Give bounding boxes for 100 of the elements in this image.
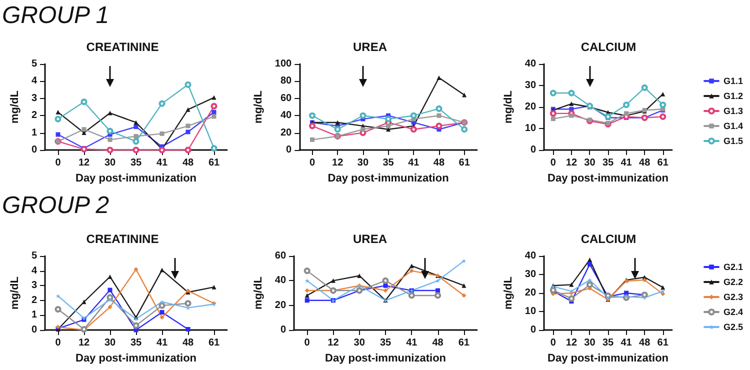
y-axis-title: mg/dL [9, 276, 22, 310]
y-tick-label: 2 [31, 294, 38, 306]
x-axis-title: Day post-immunization [325, 352, 446, 364]
x-tick-label: 12 [566, 158, 578, 168]
legend-label: G2.3 [723, 292, 744, 302]
x-axis-title: Day post-immunization [548, 172, 669, 184]
y-axis-title: mg/dL [252, 90, 264, 124]
x-tick-label: 61 [458, 158, 470, 168]
y-tick-label: 2 [31, 110, 38, 122]
y-tick-label: 30 [524, 269, 536, 280]
x-tick-label: 30 [354, 338, 366, 348]
legend-label: G1.5 [723, 136, 744, 146]
y-tick-label: 40 [524, 58, 536, 70]
chart-title: CREATININE [86, 40, 159, 54]
legend-label: G2.4 [723, 307, 744, 317]
x-tick-label: 61 [208, 158, 220, 168]
x-tick-label: 61 [657, 158, 669, 168]
y-tick-label: 1 [31, 310, 38, 321]
y-tick-label: 1 [31, 127, 38, 138]
x-tick-label: 41 [156, 158, 168, 168]
x-tick-label: 12 [328, 338, 340, 348]
y-axis-title: mg/dL [502, 90, 514, 124]
y-tick-label: 40 [274, 275, 286, 286]
y-tick-label: 20 [524, 102, 536, 112]
y-tick-label: 0 [530, 324, 536, 336]
chart-title: CALCIUM [580, 232, 636, 246]
x-tick-label: 41 [406, 338, 418, 348]
chart-title: CALCIUM [580, 40, 636, 54]
text: GROUP 2 [2, 192, 110, 220]
y-axis-title: mg/dL [252, 276, 264, 310]
x-tick-label: 48 [639, 338, 651, 348]
legend-label: G2.1 [723, 262, 744, 272]
x-tick-label: 12 [566, 338, 578, 348]
x-tick-label: 30 [357, 158, 369, 168]
y-tick-label: 0 [286, 144, 292, 156]
x-tick-label: 48 [639, 158, 651, 168]
y-tick-label: 20 [280, 127, 292, 138]
y-tick-label: 0 [31, 324, 38, 336]
x-tick-label: 35 [382, 158, 394, 168]
y-tick-label: 60 [280, 92, 292, 104]
x-tick-label: 30 [104, 338, 116, 348]
x-tick-label: 41 [408, 158, 420, 168]
x-tick-label: 48 [432, 338, 444, 348]
y-tick-label: 40 [280, 110, 292, 122]
text: GROUP 1 [2, 2, 110, 30]
x-tick-label: 48 [433, 158, 445, 168]
x-tick-label: 35 [130, 338, 142, 348]
legend-label: G1.4 [723, 121, 744, 131]
x-tick-label: 41 [620, 338, 632, 348]
chart-title: UREA [352, 232, 388, 246]
x-tick-label: 12 [332, 158, 344, 168]
y-tick-label: 3 [31, 280, 38, 292]
x-tick-label: 30 [584, 158, 596, 168]
x-tick-label: 61 [208, 338, 220, 348]
chart-title: CREATININE [86, 232, 159, 246]
x-tick-label: 12 [78, 158, 90, 168]
y-tick-label: 5 [31, 250, 38, 262]
x-tick-label: 48 [182, 338, 194, 348]
y-tick-label: 40 [524, 250, 536, 262]
legend-label: G1.3 [723, 106, 744, 116]
y-tick-label: 5 [31, 58, 38, 70]
x-tick-label: 61 [458, 338, 470, 348]
legend-label: G1.1 [723, 76, 744, 86]
x-tick-label: 48 [182, 158, 194, 168]
x-axis-title: Day post-immunization [75, 172, 197, 184]
y-axis-title: mg/dL [9, 90, 22, 124]
x-tick-label: 0 [550, 338, 556, 348]
legend-label: G2.2 [723, 277, 744, 287]
chart-title: UREA [352, 40, 388, 54]
legend-label: G1.2 [723, 91, 744, 101]
y-tick-label: 20 [274, 300, 286, 311]
y-tick-label: 4 [31, 76, 38, 87]
x-tick-label: 35 [602, 338, 614, 348]
x-tick-label: 41 [156, 338, 168, 348]
y-tick-label: 100 [274, 58, 292, 70]
legend-label: G2.5 [723, 322, 744, 332]
x-axis-title: Day post-immunization [548, 352, 669, 364]
y-tick-label: 60 [274, 250, 286, 262]
y-tick-label: 0 [31, 144, 38, 156]
y-tick-label: 20 [524, 288, 536, 298]
x-tick-label: 35 [602, 158, 614, 168]
x-tick-label: 0 [55, 158, 62, 168]
y-tick-label: 0 [280, 324, 286, 336]
x-tick-label: 30 [104, 158, 116, 168]
x-tick-label: 0 [309, 158, 316, 168]
x-tick-label: 41 [620, 158, 632, 168]
x-tick-label: 0 [304, 338, 310, 348]
y-tick-label: 80 [280, 76, 292, 87]
x-axis-title: Day post-immunization [328, 172, 450, 184]
y-axis-title: mg/dL [502, 276, 514, 310]
y-tick-label: 10 [524, 306, 536, 317]
x-tick-label: 35 [130, 158, 142, 168]
x-tick-label: 0 [550, 158, 556, 168]
y-tick-label: 3 [31, 92, 38, 104]
y-tick-label: 10 [524, 123, 536, 134]
x-tick-label: 61 [657, 338, 669, 348]
y-tick-label: 30 [524, 80, 536, 91]
x-tick-label: 35 [380, 338, 392, 348]
x-tick-label: 12 [78, 338, 90, 348]
x-axis-title: Day post-immunization [75, 352, 197, 364]
